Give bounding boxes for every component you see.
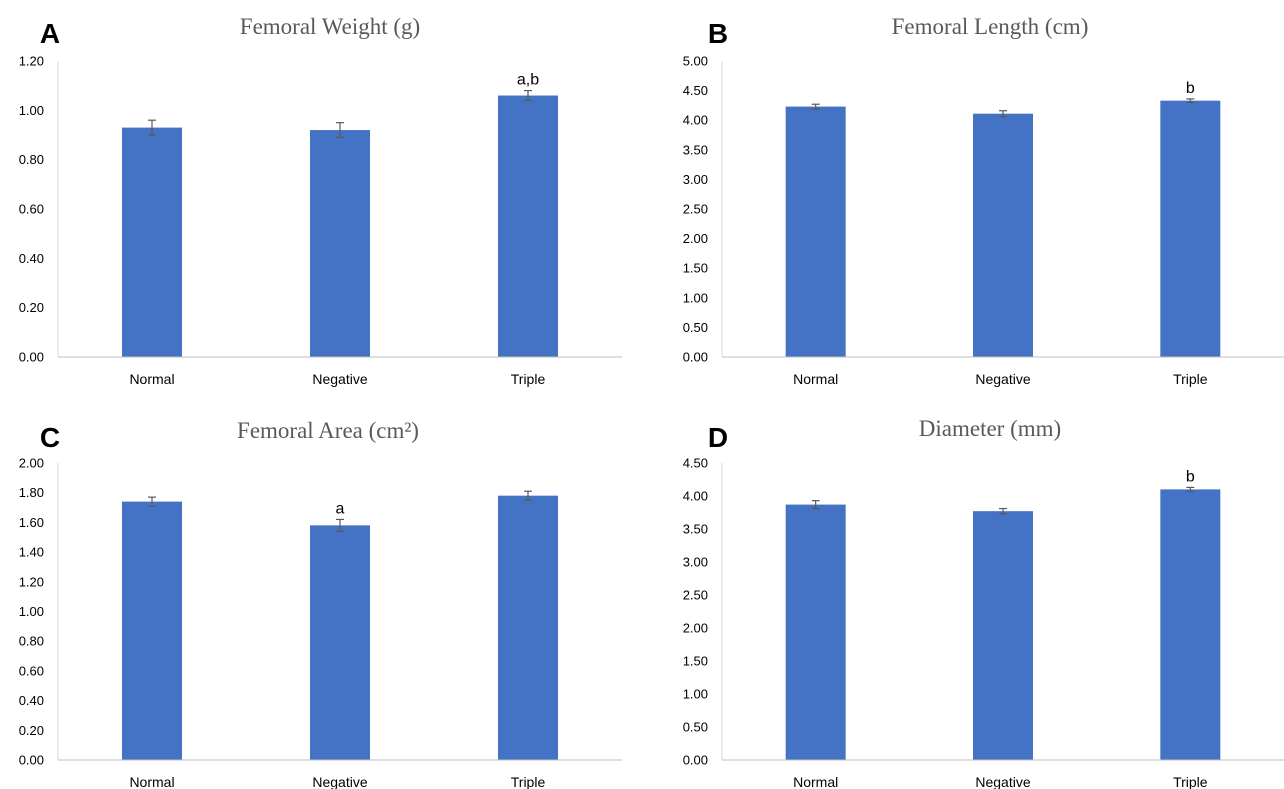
panel-d-y-tick-label: 3.00 bbox=[683, 555, 708, 570]
panel-c-category-label: Negative bbox=[312, 774, 367, 789]
panel-d-bar-negative bbox=[973, 511, 1033, 760]
panel-a: A Femoral Weight (g) 0.00 0.20 0.40 0.60 0.80 1… bbox=[19, 14, 622, 387]
panel-a-bar-normal bbox=[122, 127, 182, 357]
panel-d-bar-normal bbox=[785, 504, 846, 760]
panel-b-category-label: Normal bbox=[793, 371, 838, 387]
panel-b-error-bar-triple bbox=[1186, 98, 1195, 104]
panel-b-y-tick-label: 0.50 bbox=[683, 320, 708, 335]
panel-c-error-bar-normal bbox=[148, 496, 156, 507]
panel-d-y-tick-label: 1.50 bbox=[683, 654, 708, 669]
panel-d-y-tick-label: 0.00 bbox=[683, 753, 708, 768]
panel-a-category-label: Triple bbox=[511, 371, 546, 387]
panel-a-error-bar-triple bbox=[524, 89, 532, 102]
panel-c-bar-triple bbox=[498, 495, 558, 760]
panel-b-y-tick-label: 3.50 bbox=[683, 142, 708, 157]
panel-b-y-tick-label: 0.00 bbox=[683, 350, 708, 365]
panel-b-y-tick-label: 5.00 bbox=[683, 54, 708, 69]
panel-c-y-tick-label: 1.60 bbox=[19, 515, 44, 530]
panel-a-letter: A bbox=[40, 18, 60, 49]
panel-b-bar-normal bbox=[785, 106, 846, 357]
panel-a-category-label: Negative bbox=[312, 371, 367, 387]
panel-c-error-bar-triple bbox=[524, 490, 532, 501]
panel-b-letter: B bbox=[708, 18, 728, 49]
panel-d-y-tick-label: 0.50 bbox=[683, 720, 708, 735]
panel-b-bar-negative bbox=[973, 113, 1033, 357]
panel-c-y-tick-label: 0.40 bbox=[19, 693, 44, 708]
panel-c-y-tick-label: 1.40 bbox=[19, 545, 44, 560]
panel-d-title: Diameter (mm) bbox=[919, 416, 1061, 441]
panel-b-error-bar-normal bbox=[811, 103, 820, 110]
panel-b-bar-triple bbox=[1160, 100, 1221, 357]
panel-a-y-tick-label: 0.20 bbox=[19, 300, 44, 315]
panel-a-y-tick-label: 0.80 bbox=[19, 152, 44, 167]
panel-d-y-tick-label: 1.00 bbox=[683, 687, 708, 702]
panel-a-significance-label: a,b bbox=[517, 72, 539, 89]
panel-c-y-tick-label: 0.80 bbox=[19, 634, 44, 649]
panel-d-significance-label: b bbox=[1186, 468, 1195, 485]
panel-a-error-bar-normal bbox=[148, 119, 156, 136]
panel-c-y-tick-label: 0.00 bbox=[19, 753, 44, 768]
panel-c-y-tick-label: 0.20 bbox=[19, 723, 44, 738]
panel-c-y-tick-label: 1.00 bbox=[19, 604, 44, 619]
panel-d-y-tick-label: 4.00 bbox=[683, 489, 708, 504]
panel-d-y-tick-label: 3.50 bbox=[683, 522, 708, 537]
panel-d-error-bar-triple bbox=[1186, 486, 1195, 492]
panel-d-y-tick-label: 4.50 bbox=[683, 456, 708, 471]
panel-d: D Diameter (mm) 0.00 0.50 1.00 1.50 2.00 2.50 3.… bbox=[683, 416, 1284, 789]
panel-b-y-tick-label: 2.50 bbox=[683, 202, 708, 217]
panel-b-category-label: Negative bbox=[975, 371, 1030, 387]
panel-c-category-label: Normal bbox=[129, 774, 174, 789]
panel-a-y-tick-label: 1.20 bbox=[19, 54, 44, 69]
panel-c-title: Femoral Area (cm²) bbox=[237, 418, 419, 443]
panel-d-letter: D bbox=[708, 422, 728, 453]
panel-a-y-tick-label: 0.00 bbox=[19, 350, 44, 365]
panel-c-y-tick-label: 1.80 bbox=[19, 485, 44, 500]
panel-b-error-bar-negative bbox=[999, 110, 1007, 118]
panel-b-y-tick-label: 1.50 bbox=[683, 261, 708, 276]
panel-d-category-label: Triple bbox=[1173, 774, 1208, 789]
panel-d-category-label: Negative bbox=[975, 774, 1030, 789]
panel-c-y-tick-label: 2.00 bbox=[19, 456, 44, 471]
panel-d-y-tick-label: 2.50 bbox=[683, 588, 708, 603]
panel-c-significance-label: a bbox=[336, 500, 345, 517]
panel-b-category-label: Triple bbox=[1173, 371, 1208, 387]
panel-a-title: Femoral Weight (g) bbox=[240, 14, 420, 39]
panel-a-y-tick-label: 1.00 bbox=[19, 103, 44, 118]
panel-b-y-tick-label: 4.00 bbox=[683, 113, 708, 128]
panel-b: B Femoral Length (cm) 0.00 0.50 1.00 1.50 2.00… bbox=[683, 14, 1284, 387]
panel-b-y-tick-label: 2.00 bbox=[683, 231, 708, 246]
panel-d-error-bar-normal bbox=[811, 500, 820, 510]
panel-b-y-tick-label: 1.00 bbox=[683, 290, 708, 305]
panel-a-category-label: Normal bbox=[129, 371, 174, 387]
panel-c-y-tick-label: 0.60 bbox=[19, 663, 44, 678]
panel-c: C Femoral Area (cm²) 0.00 0.20 0.40 0.60 0.80 1… bbox=[19, 418, 622, 789]
panel-c-error-bar-negative bbox=[336, 518, 344, 532]
panel-d-error-bar-negative bbox=[999, 507, 1007, 515]
panel-d-y-tick-label: 2.00 bbox=[683, 621, 708, 636]
panel-a-bar-triple bbox=[498, 95, 558, 358]
panel-a-error-bar-negative bbox=[336, 122, 344, 139]
panel-c-category-label: Triple bbox=[511, 774, 546, 789]
panel-a-y-tick-label: 0.60 bbox=[19, 202, 44, 217]
panel-a-bar-negative bbox=[310, 130, 370, 357]
panel-c-y-tick-label: 1.20 bbox=[19, 574, 44, 589]
panel-c-bar-negative bbox=[310, 525, 370, 760]
panel-d-bar-triple bbox=[1160, 489, 1221, 760]
panel-a-y-tick-label: 0.40 bbox=[19, 251, 44, 266]
panel-b-significance-label: b bbox=[1186, 80, 1195, 97]
panel-b-title: Femoral Length (cm) bbox=[892, 14, 1089, 39]
panel-c-letter: C bbox=[40, 422, 60, 453]
panel-d-category-label: Normal bbox=[793, 774, 838, 789]
panel-b-y-tick-label: 3.00 bbox=[683, 172, 708, 187]
panel-b-y-tick-label: 4.50 bbox=[683, 83, 708, 98]
panel-c-bar-normal bbox=[122, 501, 182, 760]
